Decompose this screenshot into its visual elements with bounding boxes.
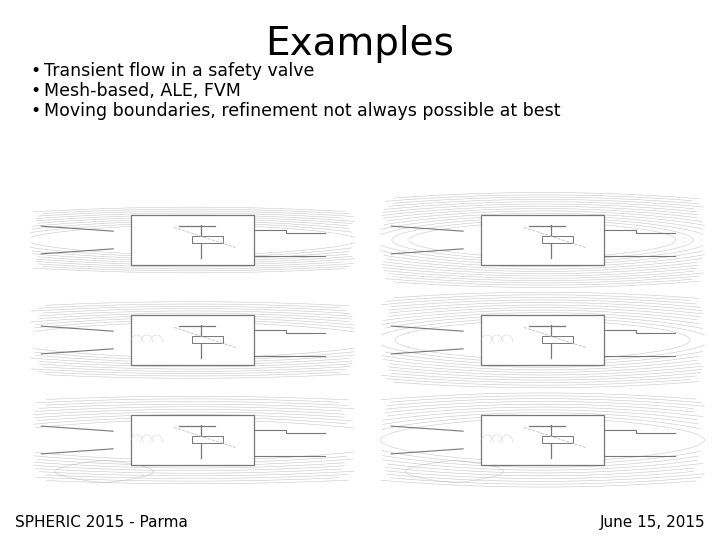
Text: •: • <box>30 82 40 100</box>
Bar <box>542 236 573 242</box>
Bar <box>542 336 573 342</box>
Text: Transient flow in a safety valve: Transient flow in a safety valve <box>44 62 315 80</box>
Bar <box>131 315 254 365</box>
Bar <box>481 415 604 465</box>
Bar <box>481 215 604 265</box>
Text: Examples: Examples <box>266 25 454 63</box>
Text: June 15, 2015: June 15, 2015 <box>599 515 705 530</box>
Text: •: • <box>30 102 40 120</box>
Bar <box>131 415 254 465</box>
Text: SPHERIC 2015 - Parma: SPHERIC 2015 - Parma <box>15 515 188 530</box>
Bar <box>192 336 223 342</box>
Text: Moving boundaries, refinement not always possible at best: Moving boundaries, refinement not always… <box>44 102 560 120</box>
Bar <box>192 436 223 442</box>
Text: •: • <box>30 62 40 80</box>
Text: Mesh-based, ALE, FVM: Mesh-based, ALE, FVM <box>44 82 241 100</box>
Bar <box>192 236 223 242</box>
Bar <box>481 315 604 365</box>
Bar <box>542 436 573 442</box>
Bar <box>131 215 254 265</box>
